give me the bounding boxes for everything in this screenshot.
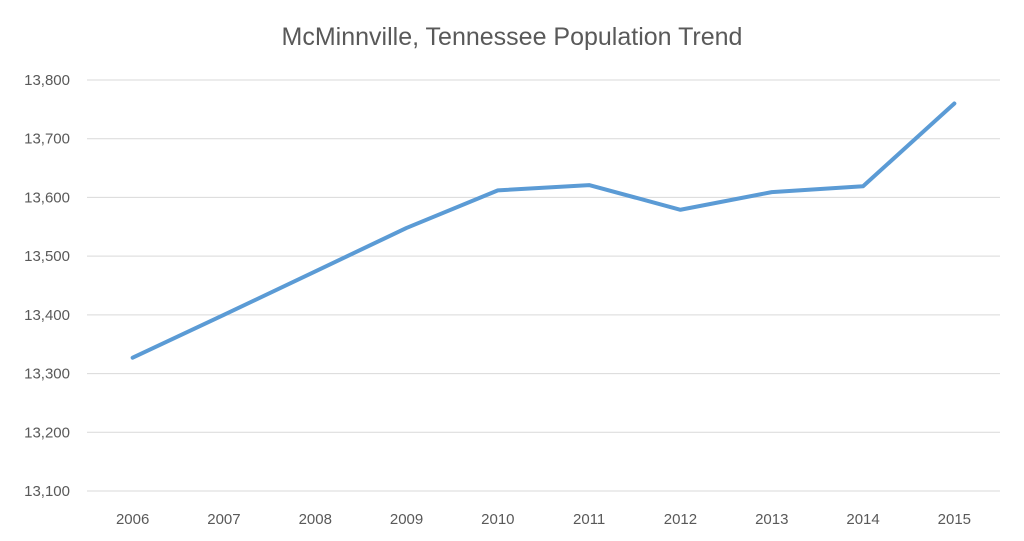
y-tick-label: 13,400 — [24, 307, 70, 324]
y-tick-label: 13,100 — [24, 483, 70, 500]
y-tick-label: 13,500 — [24, 248, 70, 265]
y-tick-label: 13,800 — [24, 72, 70, 89]
y-tick-label: 13,600 — [24, 189, 70, 206]
x-tick-label: 2011 — [573, 511, 605, 528]
x-tick-label: 2006 — [116, 511, 149, 528]
chart-title: McMinnville, Tennessee Population Trend — [282, 23, 743, 51]
y-tick-label: 13,700 — [24, 131, 70, 148]
y-tick-label: 13,300 — [24, 366, 70, 383]
x-tick-label: 2010 — [481, 511, 514, 528]
series-line — [130, 101, 957, 360]
x-tick-label: 2009 — [390, 511, 423, 528]
x-tick-label: 2007 — [207, 511, 240, 528]
x-tick-label: 2008 — [299, 511, 332, 528]
x-tick-label: 2014 — [846, 511, 879, 528]
y-tick-label: 13,200 — [24, 424, 70, 441]
x-tick-label: 2015 — [938, 511, 971, 528]
x-tick-label: 2013 — [755, 511, 788, 528]
x-tick-label: 2012 — [664, 511, 697, 528]
